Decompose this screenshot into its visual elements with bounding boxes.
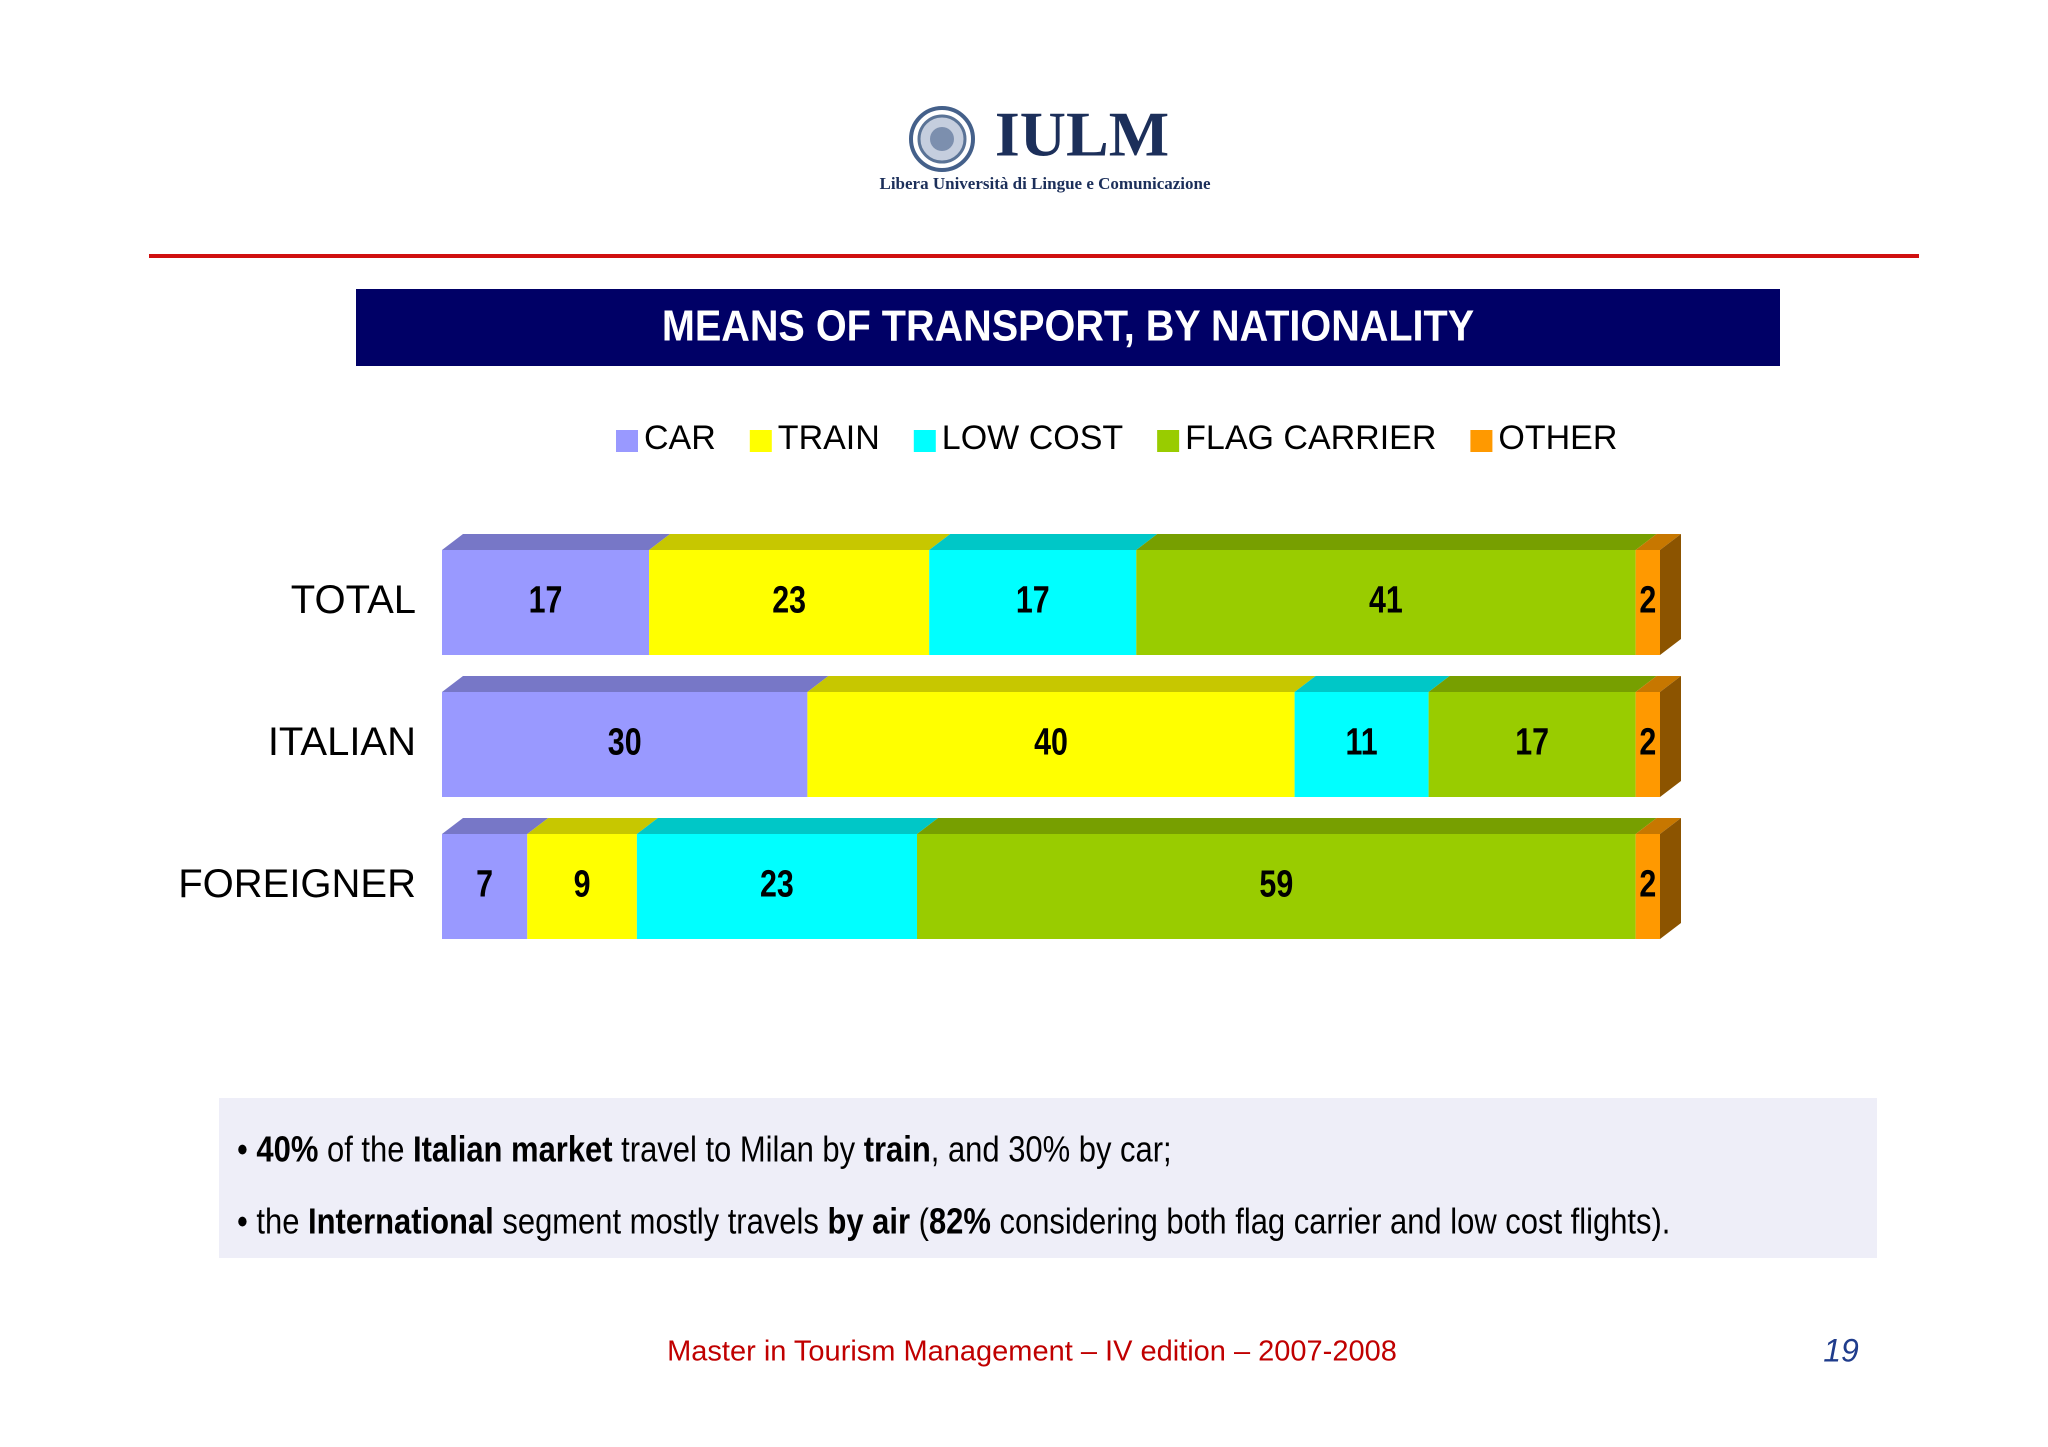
bar	[1294, 692, 1429, 797]
bar	[649, 550, 930, 655]
note-run: segment mostly travels	[494, 1202, 828, 1242]
bar-side	[1660, 818, 1681, 939]
data-label: 30	[608, 721, 642, 763]
data-label: 59	[1259, 863, 1293, 905]
notes: • 40% of the Italian market travel to Mi…	[237, 1130, 1670, 1242]
bar-depth	[1136, 534, 1657, 550]
note-run: (	[910, 1202, 929, 1242]
bar-depth	[1635, 676, 1681, 692]
note-run: by air	[827, 1202, 910, 1242]
bar	[1136, 550, 1636, 655]
divider	[149, 254, 1919, 258]
category-label: FOREIGNER	[178, 862, 416, 906]
legend-swatch	[1157, 430, 1180, 452]
bar	[1635, 692, 1660, 797]
note-run: 82%	[929, 1202, 991, 1242]
legend-swatch	[913, 430, 936, 452]
note-run: , and 30% by car;	[931, 1130, 1172, 1170]
bar-side	[1660, 676, 1681, 797]
data-label: 17	[1515, 721, 1549, 763]
note-run: Italian market	[413, 1130, 613, 1170]
title-box	[356, 289, 1780, 366]
note-run: travel to Milan by	[613, 1130, 864, 1170]
bar-depth	[442, 676, 829, 692]
data-label: 23	[760, 863, 794, 905]
bar	[527, 834, 637, 939]
legend-swatch	[749, 430, 772, 452]
bar	[636, 834, 918, 939]
data-label: 2	[1639, 721, 1656, 763]
page-number: 19	[1823, 1332, 1859, 1368]
bar	[442, 834, 528, 939]
logo-emblem	[909, 106, 975, 172]
bar	[442, 692, 808, 797]
data-label: 40	[1034, 721, 1068, 763]
bar-depth	[442, 818, 549, 834]
note-run: considering both flag carrier and low co…	[991, 1202, 1670, 1242]
bar	[1428, 692, 1636, 797]
bar-depth	[1635, 818, 1681, 834]
bar	[929, 550, 1137, 655]
data-label: 7	[476, 863, 493, 905]
data-label: 2	[1639, 863, 1656, 905]
legend-swatch	[616, 430, 638, 452]
bar-depth	[636, 818, 939, 834]
bar-depth	[649, 534, 951, 550]
logo-text: IULM	[995, 99, 1169, 170]
note-run: • the	[237, 1202, 308, 1242]
data-label: 11	[1346, 721, 1378, 763]
bar-depth	[1428, 676, 1657, 692]
bar-depth	[807, 676, 1316, 692]
category-label: ITALIAN	[268, 720, 416, 764]
category-label: TOTAL	[291, 578, 416, 622]
data-label: 17	[529, 579, 563, 621]
data-label: 23	[772, 579, 806, 621]
note-run: International	[308, 1202, 494, 1242]
note-line: • the International segment mostly trave…	[237, 1202, 1670, 1242]
bar-depth	[1635, 534, 1681, 550]
logo-subtitle: Libera Università di Lingue e Comunicazi…	[879, 174, 1210, 193]
bar-side	[1660, 534, 1681, 655]
legend-label: TRAIN	[778, 419, 880, 457]
legend-swatch	[1470, 430, 1493, 452]
bar	[807, 692, 1295, 797]
chart: CAR TRAIN LOW COST FLAG CARRIER OTHER TOTAL 17…	[178, 419, 1681, 939]
bar-depth	[929, 534, 1158, 550]
note-line: • 40% of the Italian market travel to Mi…	[237, 1130, 1172, 1170]
data-label: 17	[1016, 579, 1050, 621]
note-run: 40%	[256, 1130, 318, 1170]
footer-text: Master in Tourism Management – IV editio…	[667, 1336, 1397, 1368]
bar	[1635, 550, 1660, 655]
bar	[1635, 834, 1660, 939]
data-label: 2	[1639, 579, 1656, 621]
legend-label: LOW COST	[942, 419, 1123, 457]
bar	[442, 550, 650, 655]
note-run: of the	[318, 1130, 413, 1170]
notes-box	[219, 1098, 1877, 1258]
bar-depth	[917, 818, 1657, 834]
legend-label: OTHER	[1498, 419, 1617, 457]
bar-depth	[442, 534, 671, 550]
note-run: •	[237, 1130, 256, 1170]
note-run: train	[864, 1130, 931, 1170]
legend-label: CAR	[644, 419, 716, 457]
bar-depth	[1294, 676, 1450, 692]
bar	[917, 834, 1636, 939]
chart-title: MEANS OF TRANSPORT, BY NATIONALITY	[662, 301, 1474, 350]
data-label: 41	[1369, 579, 1403, 621]
bar-depth	[527, 818, 658, 834]
data-label: 9	[574, 863, 591, 905]
legend-label: FLAG CARRIER	[1185, 419, 1436, 457]
